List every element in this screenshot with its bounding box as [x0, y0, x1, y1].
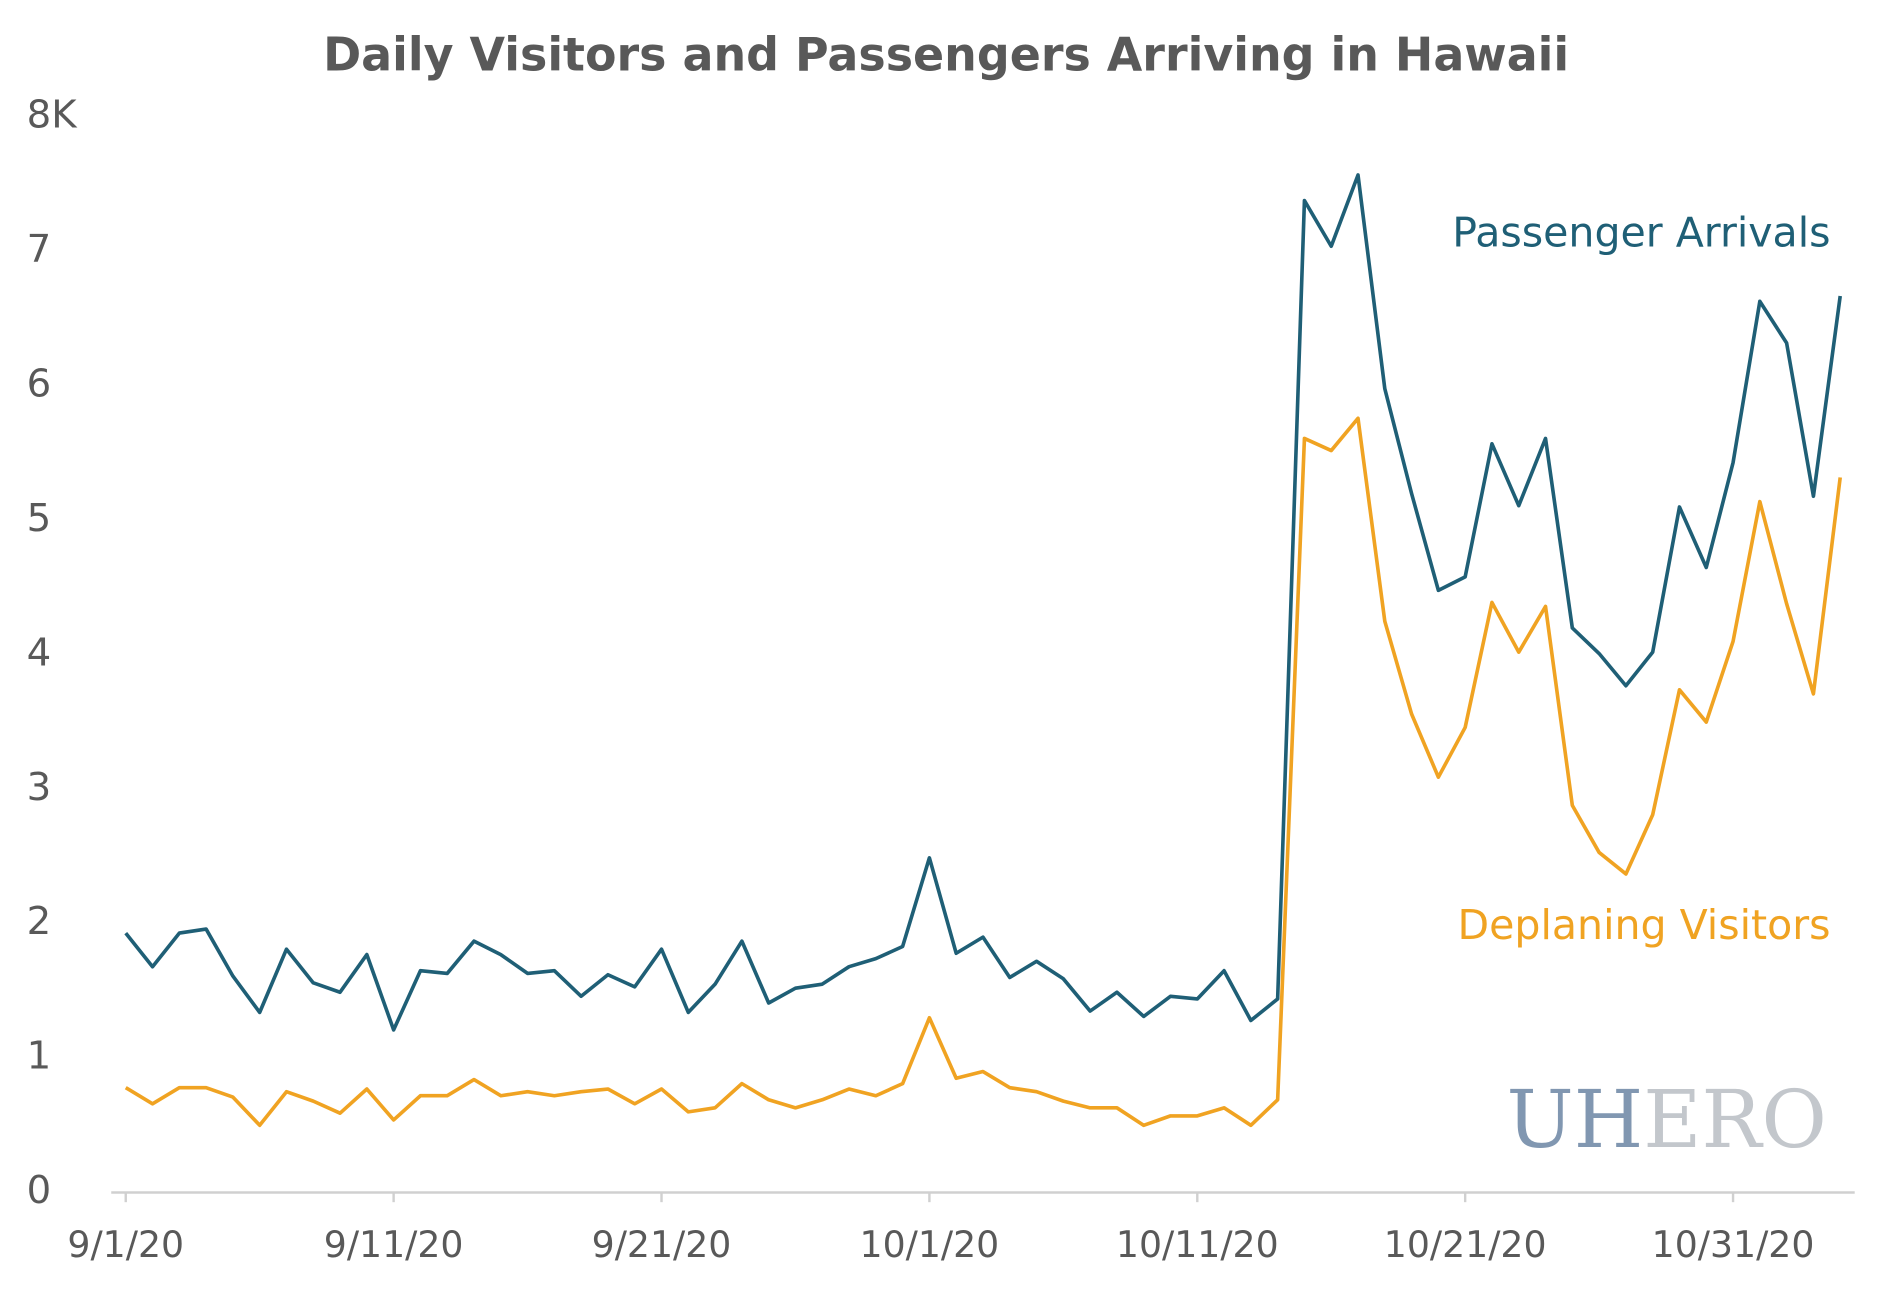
- x-tick-label: 10/31/20: [1652, 1223, 1815, 1266]
- line-series: [124, 416, 1843, 1128]
- line-series: [124, 173, 1843, 1032]
- chart-title: Daily Visitors and Passengers Arriving i…: [323, 27, 1569, 81]
- y-tick-label: 7: [27, 227, 52, 272]
- x-tick-label: 9/11/20: [324, 1223, 464, 1266]
- x-tick-label: 9/21/20: [592, 1223, 732, 1266]
- watermark-part: ERO: [1643, 1073, 1827, 1166]
- series-label: Deplaning Visitors: [1458, 901, 1831, 949]
- y-tick-label: 6: [27, 362, 52, 407]
- y-tick-label: 2: [27, 899, 52, 944]
- x-tick-label: 10/1/20: [860, 1223, 1000, 1266]
- watermark: UHERO: [1507, 1073, 1827, 1166]
- y-tick-label: 0: [27, 1168, 52, 1213]
- x-tick-label: 10/11/20: [1116, 1223, 1279, 1266]
- x-tick-label: 10/21/20: [1384, 1223, 1547, 1266]
- y-tick-label: 5: [27, 496, 52, 541]
- watermark-part: UH: [1507, 1073, 1644, 1166]
- y-tick-label: 4: [27, 630, 52, 675]
- x-tick-label: 9/1/20: [67, 1223, 184, 1266]
- y-tick-label: 3: [27, 765, 52, 810]
- y-tick-label: 1: [27, 1034, 52, 1079]
- series-label: Passenger Arrivals: [1452, 209, 1830, 257]
- y-tick-label: 8K: [27, 93, 79, 138]
